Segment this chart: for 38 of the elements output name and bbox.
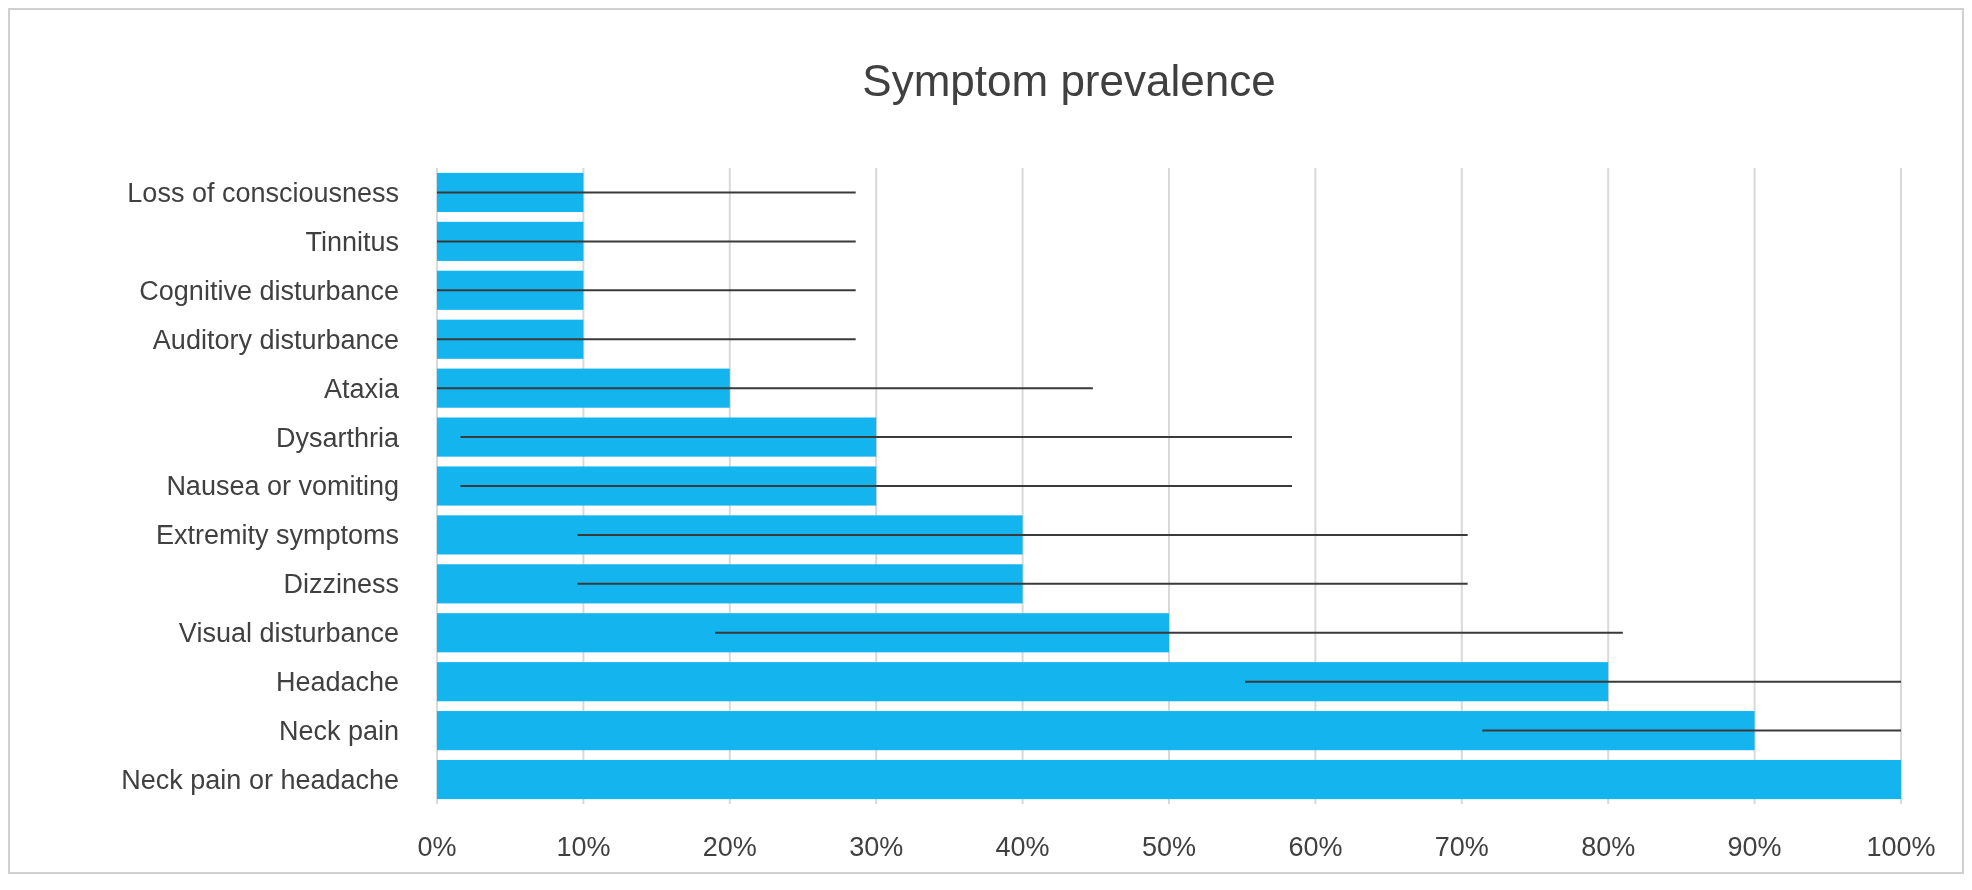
x-tick-label: 40% (995, 832, 1050, 862)
bar (437, 368, 730, 408)
x-tick-label: 0% (417, 832, 457, 862)
bar (437, 711, 1755, 751)
x-tick-label: 70% (1434, 832, 1489, 862)
y-tick-label: Nausea or vomiting (166, 471, 399, 502)
x-tick-label: 80% (1581, 832, 1636, 862)
bar (437, 613, 1169, 653)
bar (437, 662, 1609, 702)
y-tick-label: Dizziness (283, 569, 399, 600)
bar (437, 759, 1901, 800)
x-tick-label: 20% (702, 832, 757, 862)
bar (437, 172, 584, 213)
y-tick-label: Cognitive disturbance (139, 275, 399, 306)
x-tick-label: 50% (1141, 832, 1197, 862)
chart-title: Symptom prevalence (862, 56, 1276, 105)
bar (437, 515, 1023, 555)
y-tick-label: Extremity symptoms (155, 520, 399, 551)
x-tick-label: 10% (556, 832, 611, 862)
y-tick-label: Visual disturbance (178, 618, 399, 649)
y-tick-label: Neck pain (278, 716, 399, 747)
x-tick-label: 100% (1866, 832, 1936, 862)
bar (437, 319, 584, 359)
y-tick-label: Dysarthria (275, 422, 400, 453)
y-tick-label: Loss of consciousness (127, 177, 399, 208)
y-tick-label: Auditory disturbance (152, 324, 399, 355)
bar (437, 270, 584, 310)
bar (437, 564, 1023, 604)
bar (437, 417, 877, 457)
x-tick-label: 30% (849, 832, 904, 862)
y-tick-label: Neck pain or headache (121, 764, 399, 795)
y-tick-label: Ataxia (323, 373, 400, 404)
bar (437, 466, 877, 506)
x-tick-label: 60% (1288, 832, 1343, 862)
y-tick-label: Headache (275, 667, 399, 698)
y-tick-label: Tinnitus (305, 226, 399, 257)
x-tick-label: 90% (1727, 832, 1782, 862)
bar (437, 221, 584, 261)
